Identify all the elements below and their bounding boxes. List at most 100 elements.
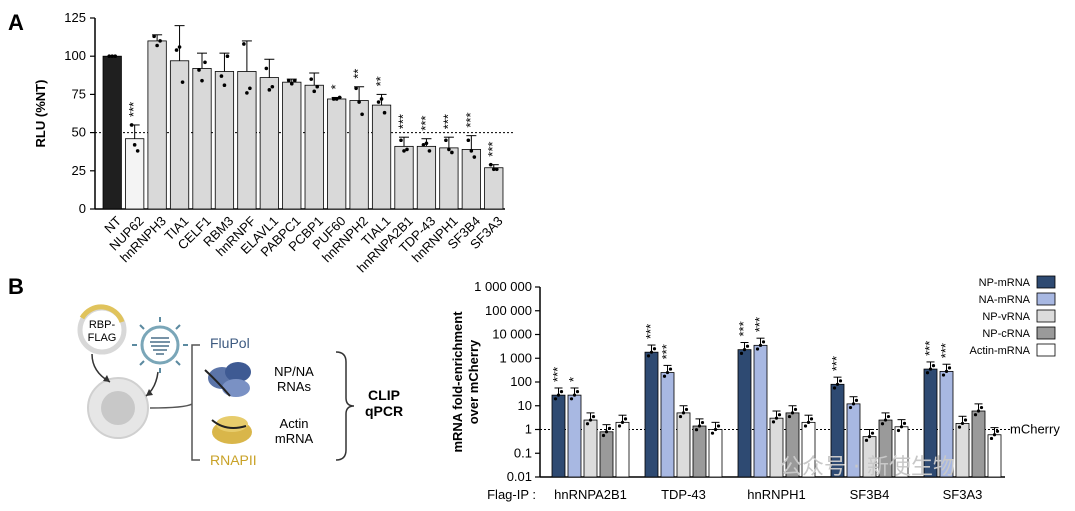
point-TDP-43-NP-vRNA bbox=[684, 407, 689, 412]
legend-label-Actin-mRNA: Actin-mRNA bbox=[969, 345, 1030, 357]
point-PCBP1 bbox=[312, 89, 317, 94]
point-SF3B4-NA-mRNA bbox=[854, 398, 859, 402]
point-hnRNPA2B1-NP-vRNA bbox=[588, 418, 593, 422]
point-SF3A3-NA-mRNA bbox=[947, 366, 952, 370]
point-SF3A3 bbox=[494, 167, 499, 172]
point-SF3B4-Actin-mRNA bbox=[896, 428, 901, 433]
point-TDP-43-NA-mRNA bbox=[668, 367, 673, 371]
bar-hnRNPH1-NP-mRNA bbox=[737, 349, 752, 478]
bar-hnRNPH1-NA-mRNA bbox=[753, 344, 768, 478]
point-hnRNPH1-NP-mRNA bbox=[745, 344, 750, 348]
x-tick-label-hnRNPA2B1: hnRNPA2B1 bbox=[554, 487, 627, 502]
point-SF3A3-Actin-mRNA bbox=[989, 436, 994, 441]
y-tick-label: 0.01 bbox=[507, 469, 532, 484]
point-TDP-43-Actin-mRNA bbox=[716, 424, 721, 428]
point-TDP-43-NA-mRNA bbox=[665, 370, 670, 375]
bar-hnRNPH3 bbox=[147, 40, 167, 210]
legend-swatch-NP-vRNA bbox=[1036, 309, 1056, 323]
point-hnRNPH1-NP-vRNA bbox=[777, 413, 782, 417]
significance-SF3A3-NA-mRNA: *** bbox=[938, 343, 953, 358]
bar-hnRNPA2B1-NP-mRNA bbox=[551, 394, 566, 478]
point-hnRNPA2B1-NP-cRNA bbox=[604, 430, 609, 434]
point-SF3A3-Actin-mRNA bbox=[992, 433, 997, 437]
point-hnRNPH1-NA-mRNA bbox=[761, 340, 766, 344]
flupol-label: FluPol bbox=[210, 335, 250, 351]
significance-hnRNPH2: ** bbox=[351, 69, 366, 79]
point-SF3B4-Actin-mRNA bbox=[902, 421, 907, 425]
bar-TDP-43-NP-vRNA bbox=[676, 412, 691, 478]
y-axis-title-line1: mRNA fold-enrichment bbox=[450, 311, 465, 453]
bar-CELF1 bbox=[192, 68, 212, 210]
point-hnRNPH2 bbox=[354, 86, 358, 91]
point-SF3A3-NP-cRNA bbox=[976, 409, 981, 413]
bar-hnRNPA2B1-NP-vRNA bbox=[583, 419, 598, 478]
point-SF3A3-NP-vRNA bbox=[963, 418, 968, 422]
bar-TDP-43-NP-cRNA bbox=[692, 425, 707, 478]
actin-mrna-label-1: Actin bbox=[280, 416, 309, 431]
point-PCBP1 bbox=[309, 77, 314, 81]
point-NT bbox=[113, 54, 118, 58]
legend-label-NP-cRNA: NP-cRNA bbox=[982, 328, 1030, 340]
point-hnRNPH1-NA-mRNA bbox=[758, 343, 763, 347]
bar-hnRNPH1 bbox=[439, 147, 459, 210]
point-SF3B4-NP-vRNA bbox=[870, 431, 875, 435]
legend-swatch-NA-mRNA bbox=[1036, 292, 1056, 306]
point-hnRNPA2B1-NP-mRNA bbox=[553, 397, 558, 401]
significance-hnRNPA2B1: *** bbox=[395, 114, 410, 129]
bar-TDP-43 bbox=[416, 145, 437, 210]
point-hnRNPH2 bbox=[360, 112, 364, 117]
point-NUP62 bbox=[135, 149, 140, 153]
point-hnRNPH1 bbox=[447, 147, 451, 152]
point-SF3B4-NP-mRNA bbox=[838, 379, 843, 383]
point-hnRNPH1 bbox=[444, 138, 448, 143]
point-NUP62 bbox=[132, 143, 137, 147]
chart-b: mRNA fold-enrichment over mCherry 0.01 0.1 1… bbox=[450, 275, 1060, 502]
point-hnRNPA2B1-NP-cRNA bbox=[607, 426, 612, 430]
point-NT bbox=[110, 54, 115, 58]
point-hnRNPH1-NP-vRNA bbox=[774, 416, 779, 420]
point-hnRNPH1-Actin-mRNA bbox=[803, 424, 808, 428]
bar-RBM3 bbox=[214, 71, 235, 210]
x-axis-prefix: Flag-IP : bbox=[487, 487, 536, 502]
y-tick-label: 50 bbox=[72, 125, 86, 140]
point-SF3A3-NP-mRNA bbox=[925, 371, 930, 375]
connector-bracket bbox=[149, 344, 200, 461]
bar-hnRNPA2B1-Actin-mRNA bbox=[615, 421, 630, 478]
point-SF3B4-NP-cRNA bbox=[886, 414, 891, 419]
significance-hnRNPH1-NA-mRNA: *** bbox=[752, 317, 767, 332]
point-CELF1 bbox=[203, 60, 207, 65]
legend-label-NP-mRNA: NP-mRNA bbox=[979, 277, 1031, 289]
significance-TIAL1: ** bbox=[373, 76, 388, 86]
point-TIA1 bbox=[180, 80, 185, 84]
significance-PUF60: * bbox=[328, 84, 343, 89]
y-axis-title-line2: over mCherry bbox=[466, 339, 481, 424]
y-tick-label: 10 bbox=[518, 398, 532, 413]
panel-b-label: B bbox=[8, 274, 24, 299]
point-TDP-43-NA-mRNA bbox=[662, 374, 667, 378]
point-SF3B4 bbox=[466, 138, 471, 143]
legend-swatch-Actin-mRNA bbox=[1036, 343, 1056, 357]
point-SF3A3-NP-mRNA bbox=[928, 367, 933, 371]
point-SF3B4 bbox=[469, 149, 474, 153]
point-SF3A3-NA-mRNA bbox=[944, 369, 949, 373]
point-SF3B4-Actin-mRNA bbox=[899, 425, 904, 429]
influenza-virus-icon bbox=[132, 317, 188, 373]
y-tick-label: 1 bbox=[525, 422, 532, 437]
point-TDP-43-NP-cRNA bbox=[694, 428, 699, 432]
legend-label-NP-vRNA: NP-vRNA bbox=[982, 311, 1030, 323]
point-SF3A3 bbox=[488, 162, 493, 167]
np-na-rnas-label-1: NP/NA bbox=[274, 364, 314, 379]
bar-hnRNPH2 bbox=[349, 100, 369, 210]
point-TDP-43-NP-vRNA bbox=[681, 411, 686, 415]
point-hnRNPA2B1-NP-cRNA bbox=[601, 433, 606, 438]
bar-SF3A3-NP-vRNA bbox=[955, 423, 970, 478]
point-RBM3 bbox=[219, 74, 224, 78]
y-tick-label: 100 000 bbox=[485, 303, 532, 318]
y-tick-label: 75 bbox=[72, 86, 86, 101]
point-TDP-43-NP-mRNA bbox=[652, 347, 657, 351]
panel-a-label: A bbox=[8, 10, 24, 35]
point-hnRNPH1-NP-cRNA bbox=[790, 411, 795, 415]
point-hnRNPA2B1-Actin-mRNA bbox=[617, 424, 622, 428]
point-PABPC1 bbox=[286, 78, 291, 83]
